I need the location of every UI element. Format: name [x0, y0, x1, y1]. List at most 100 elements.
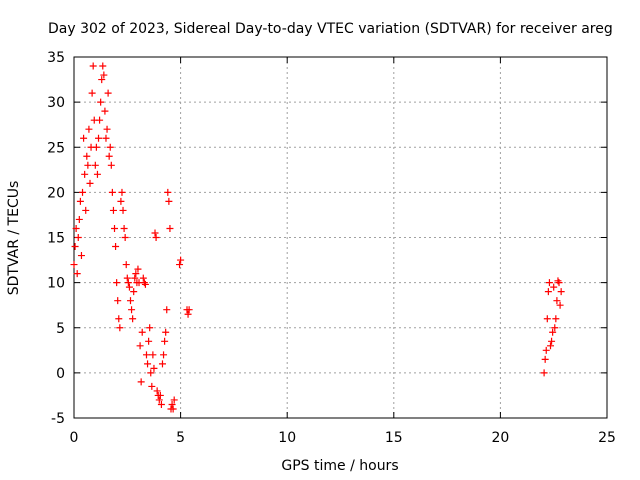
data-point — [93, 170, 101, 178]
data-point — [545, 279, 553, 287]
data-point — [157, 400, 165, 408]
data-point — [95, 134, 103, 142]
data-point — [131, 274, 139, 282]
data-point — [92, 143, 100, 151]
data-point — [176, 261, 184, 269]
data-point — [115, 315, 123, 323]
data-point — [554, 277, 562, 285]
data-point — [122, 261, 130, 269]
data-point — [111, 224, 119, 232]
data-point — [79, 188, 87, 196]
data-point — [556, 301, 564, 309]
x-tick-label: 0 — [70, 430, 79, 446]
data-point — [124, 279, 132, 287]
data-point — [164, 188, 172, 196]
y-tick-label: 25 — [47, 140, 65, 156]
data-point — [551, 324, 559, 332]
data-point — [555, 279, 563, 287]
data-point — [547, 342, 555, 350]
data-point — [144, 360, 152, 368]
data-point — [102, 134, 110, 142]
data-point — [80, 134, 88, 142]
data-point — [103, 125, 111, 133]
data-point — [542, 346, 550, 354]
data-point — [134, 265, 142, 273]
data-point — [543, 315, 551, 323]
data-point — [163, 306, 171, 314]
data-point — [152, 234, 160, 241]
y-tick-label: 30 — [47, 95, 65, 111]
data-point — [156, 391, 164, 399]
data-point — [105, 152, 113, 160]
data-point — [71, 243, 79, 251]
x-tick-label: 15 — [385, 430, 403, 446]
data-point — [72, 224, 80, 232]
data-point — [89, 62, 97, 70]
y-tick-label: 15 — [47, 231, 65, 247]
y-tick-label: -5 — [51, 411, 65, 427]
data-point — [113, 279, 121, 287]
y-tick-label: 0 — [56, 366, 65, 382]
data-point — [139, 274, 147, 282]
data-point — [125, 283, 133, 291]
data-point — [142, 351, 150, 359]
data-point — [168, 400, 176, 408]
data-point — [177, 256, 185, 264]
data-point — [153, 387, 161, 395]
data-point — [160, 351, 168, 359]
data-point — [109, 206, 117, 214]
data-point — [557, 288, 565, 296]
axis-ticks — [73, 56, 608, 419]
data-point — [541, 355, 549, 363]
data-point — [70, 261, 78, 269]
data-point — [550, 283, 558, 291]
data-points — [70, 62, 565, 413]
data-point — [116, 324, 124, 332]
data-point — [148, 382, 156, 390]
data-point — [81, 170, 89, 178]
data-point — [149, 351, 157, 359]
data-point — [106, 143, 114, 151]
data-point — [98, 76, 106, 84]
data-point — [170, 396, 178, 404]
data-point — [96, 116, 104, 124]
x-tick-label: 25 — [598, 430, 616, 446]
data-point — [118, 188, 126, 196]
data-point — [108, 188, 116, 196]
data-point — [140, 279, 148, 287]
data-point — [91, 161, 99, 169]
data-point — [137, 378, 145, 386]
data-point — [549, 328, 557, 336]
data-point — [112, 243, 120, 251]
data-point — [101, 107, 109, 115]
data-point — [97, 98, 105, 106]
data-point — [165, 197, 173, 205]
data-point — [85, 125, 93, 133]
y-tick-label: 20 — [47, 185, 65, 201]
data-point — [82, 206, 90, 214]
data-point — [184, 310, 192, 318]
data-point — [126, 297, 134, 305]
data-point — [162, 328, 170, 336]
data-point — [132, 270, 140, 278]
data-point — [145, 337, 153, 345]
data-point — [88, 89, 96, 97]
data-point — [121, 234, 129, 241]
data-point — [119, 206, 127, 214]
data-point — [138, 328, 146, 336]
data-point — [540, 369, 548, 377]
data-point — [150, 364, 158, 372]
data-point — [166, 224, 174, 232]
data-point — [73, 270, 81, 278]
data-point — [83, 152, 91, 160]
data-point — [104, 89, 112, 97]
data-point — [136, 342, 144, 350]
x-tick-label: 5 — [176, 430, 185, 446]
y-tick-label: 35 — [47, 50, 65, 66]
data-point — [552, 315, 560, 323]
data-point — [129, 315, 137, 323]
data-point — [74, 234, 82, 241]
data-point — [169, 405, 177, 413]
data-point — [123, 274, 131, 282]
